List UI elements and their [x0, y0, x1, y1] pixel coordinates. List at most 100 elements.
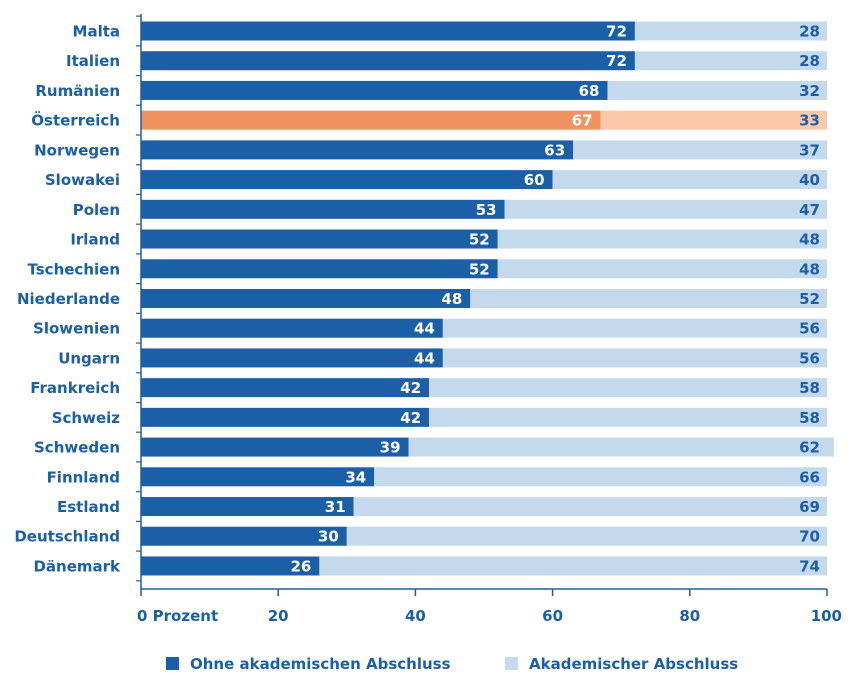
category-label: Niederlande — [17, 290, 120, 308]
bar-ohne-abschluss — [141, 318, 443, 338]
bar-ohne-abschluss — [141, 140, 574, 160]
bar-akademischer-abschluss — [346, 526, 827, 546]
category-label: Irland — [70, 231, 120, 249]
bar-ohne-abschluss — [141, 21, 635, 41]
category-label: Slowenien — [33, 320, 120, 338]
category-label: Italien — [66, 52, 120, 70]
value-label-akademischer-abschluss: 56 — [799, 320, 820, 338]
bar-akademischer-abschluss — [353, 497, 827, 517]
bar-akademischer-abschluss — [552, 170, 827, 190]
value-label-ohne-abschluss: 68 — [579, 82, 600, 100]
value-label-akademischer-abschluss: 66 — [799, 468, 820, 486]
category-label: Dänemark — [33, 557, 121, 575]
x-tick-label: 80 — [679, 607, 700, 625]
value-label-ohne-abschluss: 53 — [476, 201, 497, 219]
bar-akademischer-abschluss — [408, 437, 834, 457]
bar-akademischer-abschluss — [634, 51, 827, 71]
category-label: Rumänien — [35, 82, 120, 100]
value-label-akademischer-abschluss: 28 — [799, 23, 820, 41]
value-label-akademischer-abschluss: 37 — [799, 141, 820, 159]
bar-akademischer-abschluss — [319, 556, 827, 576]
x-tick-label: 60 — [542, 607, 563, 625]
category-label: Schweden — [34, 439, 120, 457]
value-label-akademischer-abschluss: 52 — [799, 290, 820, 308]
legend-label: Akademischer Abschluss — [529, 655, 738, 673]
value-label-akademischer-abschluss: 47 — [799, 201, 820, 219]
value-label-ohne-abschluss: 30 — [318, 528, 339, 546]
x-axis-ticks: 0 Prozent 20 40 60 80 100 — [137, 589, 842, 625]
bar-akademischer-abschluss — [634, 21, 827, 41]
value-label-ohne-abschluss: 72 — [606, 23, 627, 41]
x-tick-label: 100 — [811, 607, 842, 625]
value-label-ohne-abschluss: 63 — [544, 141, 565, 159]
category-label: Estland — [57, 498, 120, 516]
category-label: Frankreich — [30, 379, 120, 397]
bar-akademischer-abschluss — [470, 288, 827, 308]
value-label-akademischer-abschluss: 33 — [799, 112, 820, 130]
bar-akademischer-abschluss — [497, 229, 827, 249]
bar-akademischer-abschluss — [374, 467, 827, 487]
bar-ohne-abschluss — [141, 467, 375, 487]
value-label-ohne-abschluss: 39 — [380, 439, 401, 457]
bar-ohne-abschluss — [141, 497, 354, 517]
value-label-akademischer-abschluss: 32 — [799, 82, 820, 100]
bar-ohne-abschluss — [141, 229, 498, 249]
value-label-ohne-abschluss: 34 — [345, 468, 366, 486]
value-label-ohne-abschluss: 31 — [325, 498, 346, 516]
bar-ohne-abschluss — [141, 80, 608, 100]
bar-ohne-abschluss — [141, 51, 635, 71]
bar-akademischer-abschluss — [497, 259, 827, 279]
x-tick-label: 0 Prozent — [137, 607, 218, 625]
legend: Ohne akademischen Abschluss Akademischer … — [166, 655, 738, 673]
category-labels: Malta Italien Rumänien Österreich Norwegen Sl… — [14, 15, 141, 582]
bar-akademischer-abschluss — [429, 407, 827, 427]
value-label-akademischer-abschluss: 48 — [799, 231, 820, 249]
value-label-ohne-abschluss: 72 — [606, 52, 627, 70]
value-label-ohne-abschluss: 52 — [469, 260, 490, 278]
value-label-akademischer-abschluss: 74 — [799, 557, 820, 575]
category-label: Polen — [73, 201, 120, 219]
value-label-ohne-abschluss: 67 — [572, 112, 593, 130]
category-label: Tschechien — [28, 260, 120, 278]
x-tick-label: 20 — [268, 607, 289, 625]
value-label-ohne-abschluss: 42 — [400, 379, 421, 397]
bar-akademischer-abschluss — [504, 199, 827, 219]
category-label: Österreich — [31, 111, 120, 130]
category-label: Schweiz — [52, 409, 121, 427]
bar-ohne-abschluss — [141, 437, 409, 457]
bar-akademischer-abschluss — [607, 80, 827, 100]
legend-label: Ohne akademischen Abschluss — [190, 655, 451, 673]
bar-ohne-abschluss — [141, 288, 471, 308]
value-label-ohne-abschluss: 60 — [524, 171, 545, 189]
category-label: Norwegen — [34, 141, 120, 159]
value-label-akademischer-abschluss: 58 — [799, 409, 820, 427]
value-label-akademischer-abschluss: 69 — [799, 498, 820, 516]
category-label: Finnland — [47, 468, 120, 486]
bar-akademischer-abschluss — [442, 318, 827, 338]
legend-swatch — [166, 657, 179, 670]
bar-akademischer-abschluss — [600, 110, 827, 130]
category-label: Malta — [73, 23, 120, 41]
bar-akademischer-abschluss — [429, 378, 827, 398]
value-label-akademischer-abschluss: 56 — [799, 349, 820, 367]
value-label-ohne-abschluss: 48 — [441, 290, 462, 308]
value-label-ohne-abschluss: 44 — [414, 349, 435, 367]
value-label-akademischer-abschluss: 48 — [799, 260, 820, 278]
bar-ohne-abschluss — [141, 110, 601, 130]
value-label-akademischer-abschluss: 28 — [799, 52, 820, 70]
bar-ohne-abschluss — [141, 348, 443, 368]
legend-swatch — [505, 657, 518, 670]
value-label-ohne-abschluss: 44 — [414, 320, 435, 338]
bar-akademischer-abschluss — [573, 140, 827, 160]
category-label: Deutschland — [14, 528, 120, 546]
bar-ohne-abschluss — [141, 378, 430, 398]
bar-akademischer-abschluss — [442, 348, 827, 368]
category-label: Slowakei — [45, 171, 120, 189]
value-label-ohne-abschluss: 26 — [290, 557, 311, 575]
value-label-akademischer-abschluss: 62 — [799, 439, 820, 457]
value-label-akademischer-abschluss: 70 — [799, 528, 820, 546]
category-label: Ungarn — [58, 349, 120, 367]
x-tick-label: 40 — [405, 607, 426, 625]
bar-ohne-abschluss — [141, 259, 498, 279]
